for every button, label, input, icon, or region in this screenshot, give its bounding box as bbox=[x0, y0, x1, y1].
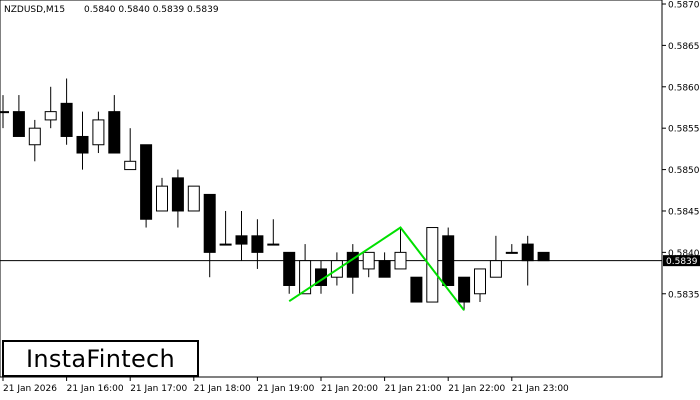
candle bbox=[76, 111, 89, 170]
price-tick-label: 0.5860 bbox=[668, 83, 700, 93]
candle bbox=[299, 244, 312, 295]
time-tick-label: 21 Jan 22:00 bbox=[448, 384, 505, 394]
price-tick-label: 0.5850 bbox=[668, 166, 700, 176]
candle-body-bearish bbox=[458, 276, 471, 303]
candle bbox=[171, 169, 184, 228]
candle bbox=[203, 193, 216, 278]
candle bbox=[378, 252, 391, 278]
candle bbox=[0, 95, 9, 129]
candle-body-bullish bbox=[394, 251, 407, 270]
candle bbox=[187, 185, 200, 212]
candle-body-bullish bbox=[187, 185, 200, 212]
candle-body-bullish bbox=[156, 185, 168, 212]
candle-body-bearish bbox=[140, 144, 153, 220]
candle bbox=[362, 251, 375, 278]
time-tick-label: 21 Jan 21:00 bbox=[385, 384, 442, 394]
candle-body-bullish bbox=[124, 160, 137, 171]
candle-body-bearish bbox=[283, 251, 296, 286]
candle-body-bullish bbox=[362, 251, 375, 270]
candle bbox=[346, 244, 359, 294]
current-price-label: 0.5839 bbox=[666, 257, 698, 267]
time-tick-label: 21 Jan 23:00 bbox=[512, 384, 569, 394]
candle-body-bearish bbox=[537, 251, 550, 262]
time-tick-label: 21 Jan 20:00 bbox=[321, 384, 378, 394]
candle-body-bullish bbox=[28, 127, 41, 146]
candle-body-bearish bbox=[60, 102, 73, 137]
candle-body-bearish bbox=[251, 235, 264, 253]
symbol-label: NZDUSD,M15 bbox=[4, 5, 65, 15]
candle-body-bullish bbox=[426, 227, 439, 303]
candle bbox=[108, 95, 121, 154]
current-price-box bbox=[663, 255, 700, 267]
candle bbox=[124, 128, 137, 171]
time-tick-label: 21 Jan 19:00 bbox=[257, 384, 314, 394]
instafintech-logo: InstaFintech bbox=[2, 340, 199, 377]
candle-body-bearish bbox=[203, 193, 216, 253]
candle bbox=[251, 219, 264, 269]
candle-body-bearish bbox=[171, 177, 184, 212]
ohlc-values: 0.5840 0.5840 0.5839 0.5839 bbox=[84, 5, 219, 15]
candle-body-bearish bbox=[410, 276, 423, 303]
candle bbox=[426, 227, 439, 303]
candle bbox=[474, 268, 486, 303]
candle bbox=[156, 177, 168, 212]
candle bbox=[219, 210, 232, 246]
candle-body-bearish bbox=[12, 111, 25, 137]
price-tick-label: 0.5870 bbox=[668, 1, 700, 11]
time-tick-label: 21 Jan 16:00 bbox=[67, 384, 124, 394]
candle-body-bearish bbox=[521, 243, 534, 262]
price-tick-label: 0.5865 bbox=[668, 42, 700, 52]
candle-body-bullish bbox=[474, 268, 486, 295]
candle bbox=[60, 78, 73, 145]
candle-body-bearish bbox=[442, 235, 455, 286]
time-tick-label: 21 Jan 2026 bbox=[3, 384, 57, 394]
candle-body-bullish bbox=[299, 260, 312, 295]
candle bbox=[283, 251, 296, 294]
price-tick-label: 0.5855 bbox=[668, 125, 700, 135]
time-axis: 21 Jan 2026 21 Jan 16:00 21 Jan 17:00 21 Ja… bbox=[2, 377, 569, 394]
candle-body-bearish bbox=[378, 260, 391, 278]
candle bbox=[537, 251, 550, 262]
candle-body-bearish bbox=[108, 111, 121, 154]
candle bbox=[92, 111, 105, 154]
candle bbox=[410, 276, 423, 303]
candle-body-bearish bbox=[346, 251, 359, 278]
candle bbox=[521, 235, 534, 286]
candle bbox=[489, 235, 502, 278]
candle bbox=[44, 86, 57, 129]
candle-body-bullish bbox=[505, 251, 518, 254]
time-tick-label: 21 Jan 17:00 bbox=[130, 384, 187, 394]
candle bbox=[12, 95, 25, 137]
candle-body-bullish bbox=[489, 260, 502, 278]
logo-text: InstaFintech bbox=[25, 344, 176, 373]
candle-body-bullish bbox=[267, 243, 280, 246]
candles-group bbox=[0, 78, 550, 311]
candle bbox=[458, 276, 471, 311]
time-tick-label: 21 Jan 18:00 bbox=[194, 384, 251, 394]
candle-body-bullish bbox=[44, 111, 57, 121]
candle-body-bearish bbox=[235, 235, 248, 245]
candle bbox=[28, 119, 41, 162]
candle bbox=[442, 227, 455, 286]
price-tick-label: 0.5835 bbox=[668, 290, 700, 300]
candle bbox=[394, 227, 407, 270]
candle-body-bullish bbox=[0, 111, 9, 114]
plot-border bbox=[0, 0, 663, 378]
price-axis: 0.5870 0.5865 0.5860 0.5855 0.5850 0.5845 0.58… bbox=[662, 1, 700, 300]
candle bbox=[140, 144, 153, 228]
price-tick-label: 0.5845 bbox=[668, 207, 700, 217]
candle-body-bullish bbox=[92, 119, 105, 146]
candle bbox=[267, 219, 280, 246]
price-tick-label: 0.5840 bbox=[668, 249, 700, 259]
double-top-pattern-line bbox=[288, 226, 465, 311]
candle bbox=[235, 210, 248, 261]
candle-body-bearish bbox=[76, 135, 89, 154]
candle bbox=[505, 244, 518, 254]
candle-body-bullish bbox=[219, 243, 232, 246]
